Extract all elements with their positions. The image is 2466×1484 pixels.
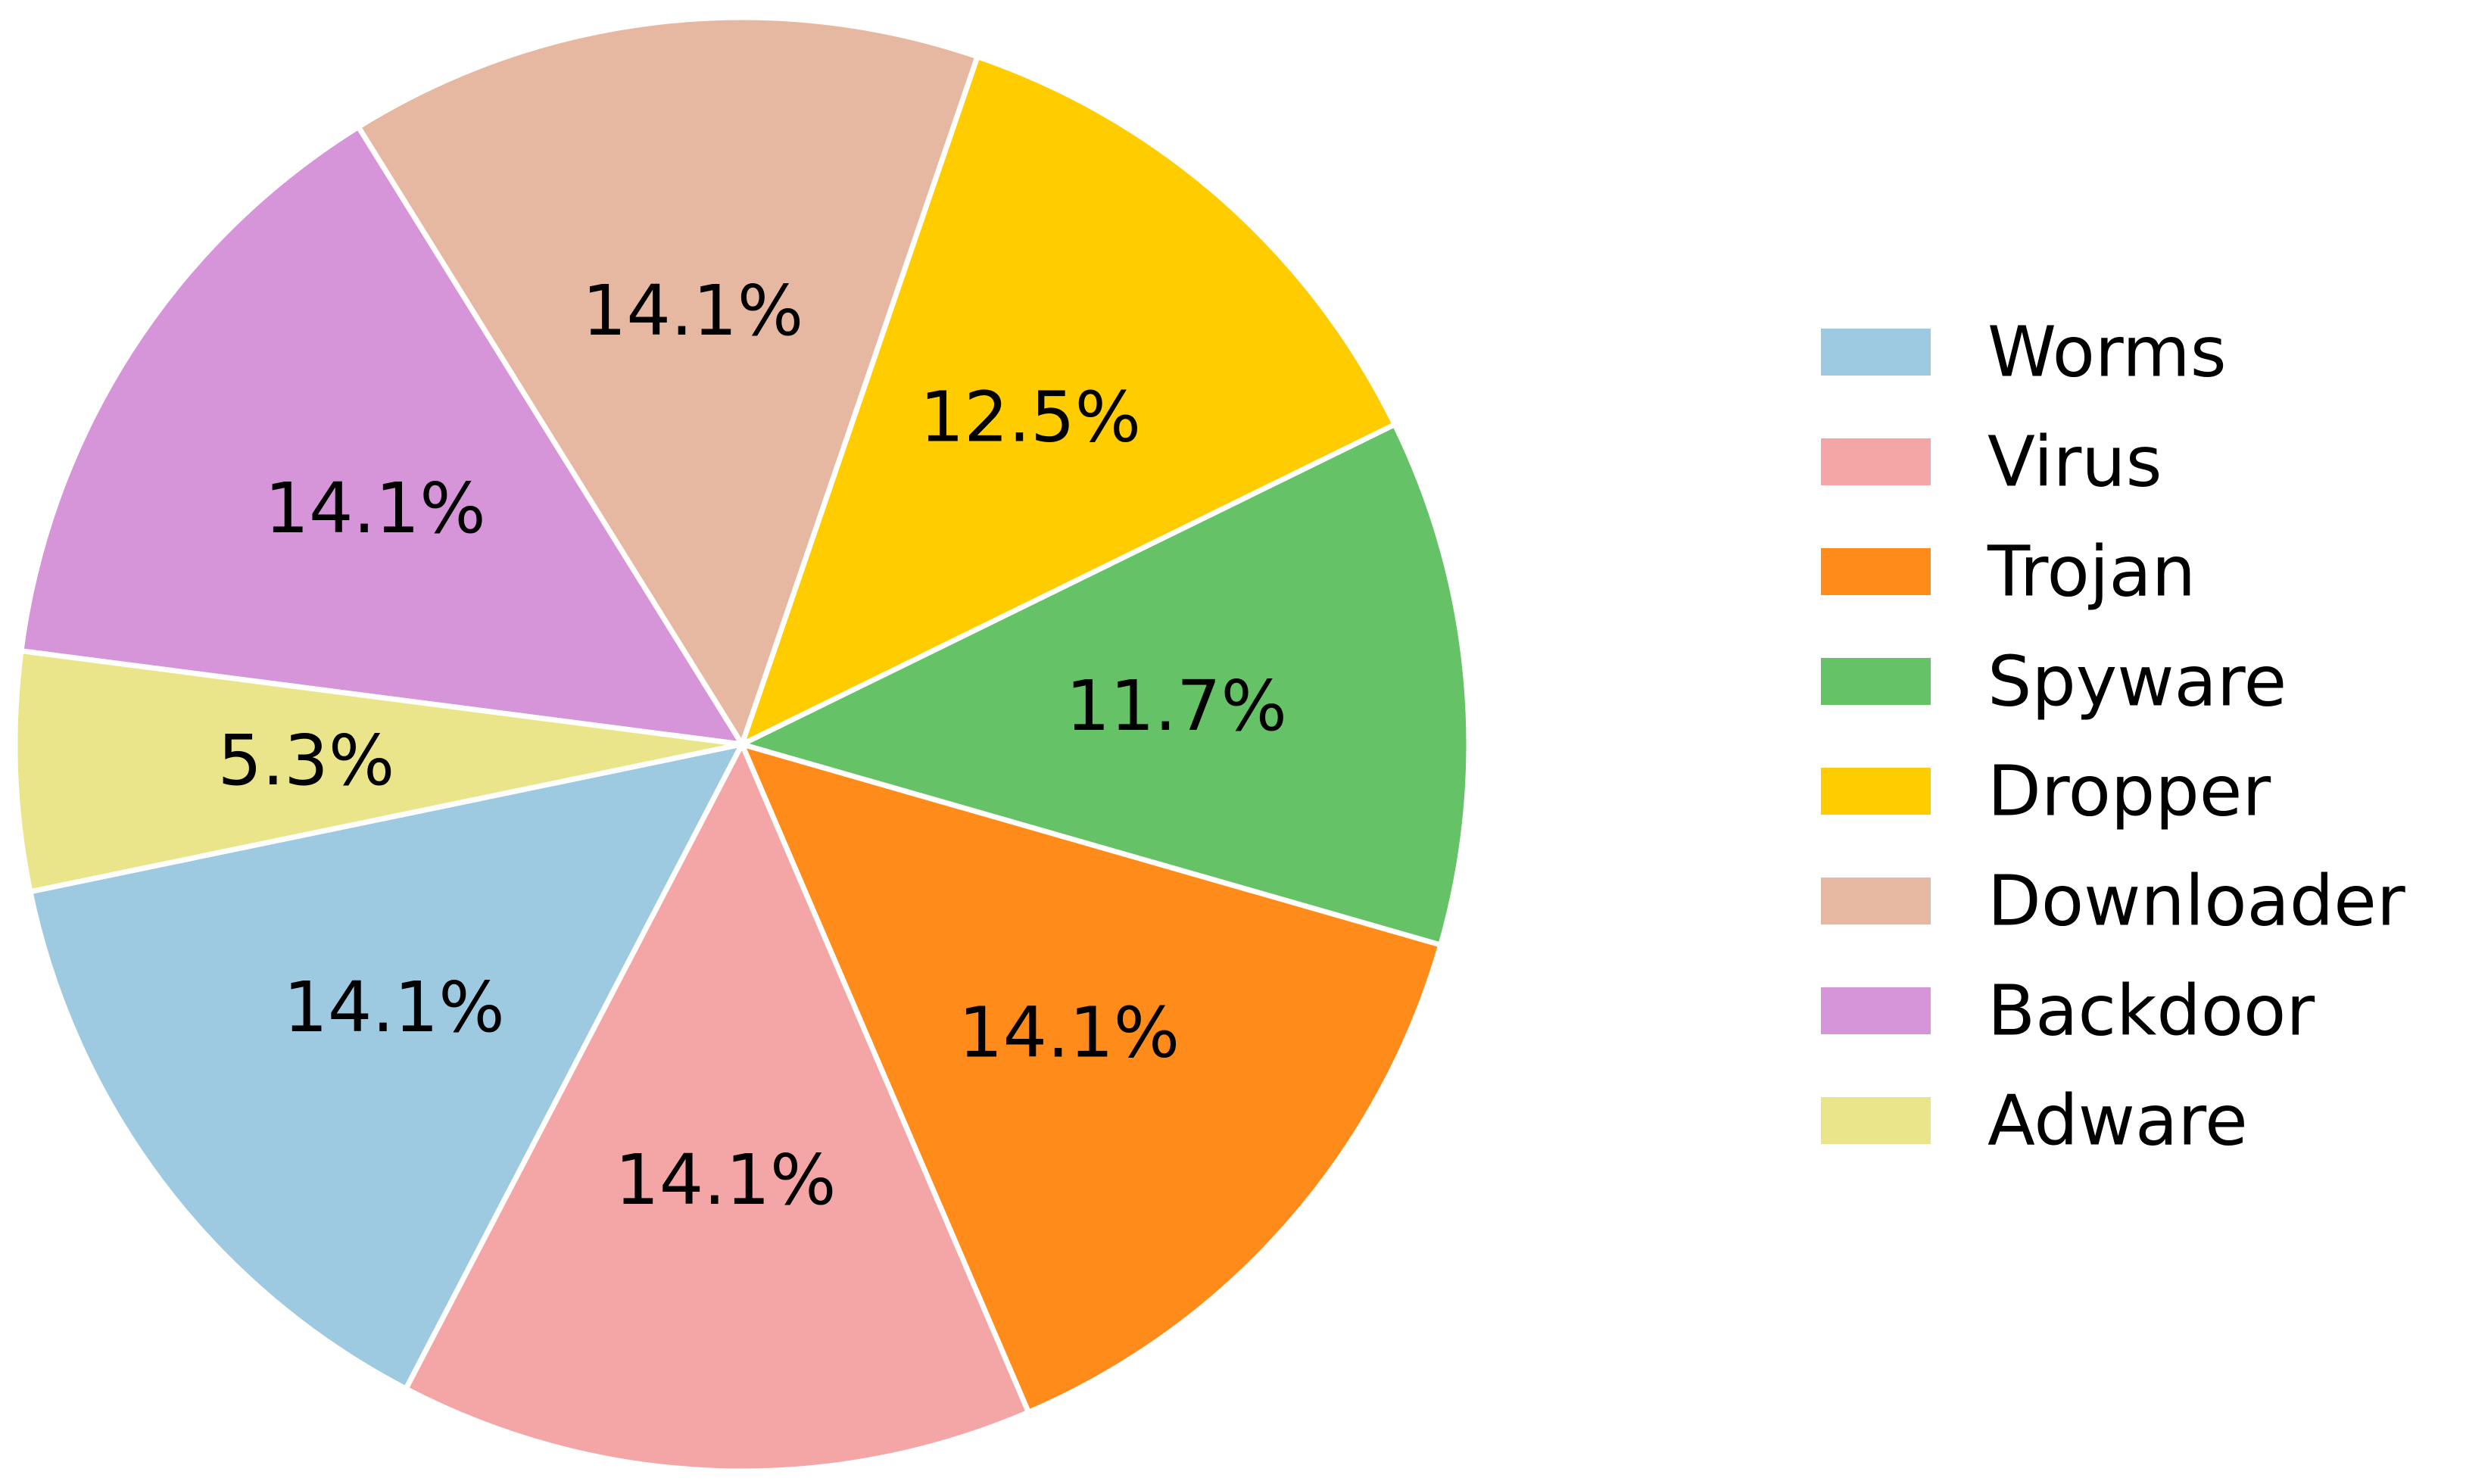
slice-label-adware: 5.3% bbox=[218, 720, 395, 801]
legend-swatch-downloader bbox=[1821, 878, 1931, 924]
pie-slice-adware bbox=[12, 648, 745, 895]
slice-label-downloader: 14.1% bbox=[582, 270, 803, 351]
legend-label-worms: Worms bbox=[1987, 312, 2227, 393]
slice-label-worms: 14.1% bbox=[283, 967, 504, 1048]
pie-slice-worms bbox=[27, 741, 745, 1392]
legend-label-adware: Adware bbox=[1987, 1080, 2248, 1161]
legend-swatch-worms bbox=[1821, 329, 1931, 376]
slice-label-backdoor: 14.1% bbox=[264, 468, 485, 549]
legend-swatch-trojan bbox=[1821, 548, 1931, 595]
pie-slice-dropper bbox=[739, 54, 1398, 747]
legend-swatch-spyware bbox=[1821, 658, 1931, 705]
pie-slice-trojan bbox=[739, 741, 1444, 1415]
pie-slice-backdoor bbox=[18, 124, 745, 747]
legend-swatch-dropper bbox=[1821, 768, 1931, 815]
pie-slice-downloader bbox=[355, 14, 980, 747]
legend-label-downloader: Downloader bbox=[1987, 861, 2405, 942]
legend-label-dropper: Dropper bbox=[1987, 751, 2271, 832]
legend-label-trojan: Trojan bbox=[1987, 532, 2196, 613]
pie-slice-labels: 14.1% 14.1% 14.1% 11.7% 12.5% 14.1% 14.1% 5.3% bbox=[218, 270, 1287, 1221]
legend-swatch-adware bbox=[1821, 1097, 1931, 1144]
legend: Worms Virus Trojan Spyware Dropper Downloader… bbox=[1821, 312, 2405, 1161]
legend-swatch-backdoor bbox=[1821, 987, 1931, 1034]
legend-label-backdoor: Backdoor bbox=[1987, 971, 2315, 1052]
legend-swatch-virus bbox=[1821, 438, 1931, 485]
slice-label-virus: 14.1% bbox=[615, 1140, 836, 1221]
legend-label-spyware: Spyware bbox=[1987, 641, 2287, 722]
pie-slice-virus bbox=[403, 741, 1031, 1474]
slice-label-trojan: 14.1% bbox=[959, 992, 1180, 1073]
pie-slice-spyware bbox=[739, 422, 1472, 948]
pie-slices bbox=[12, 14, 1472, 1474]
slice-label-spyware: 11.7% bbox=[1066, 666, 1287, 747]
legend-label-virus: Virus bbox=[1987, 422, 2162, 503]
slice-label-dropper: 12.5% bbox=[920, 376, 1141, 457]
